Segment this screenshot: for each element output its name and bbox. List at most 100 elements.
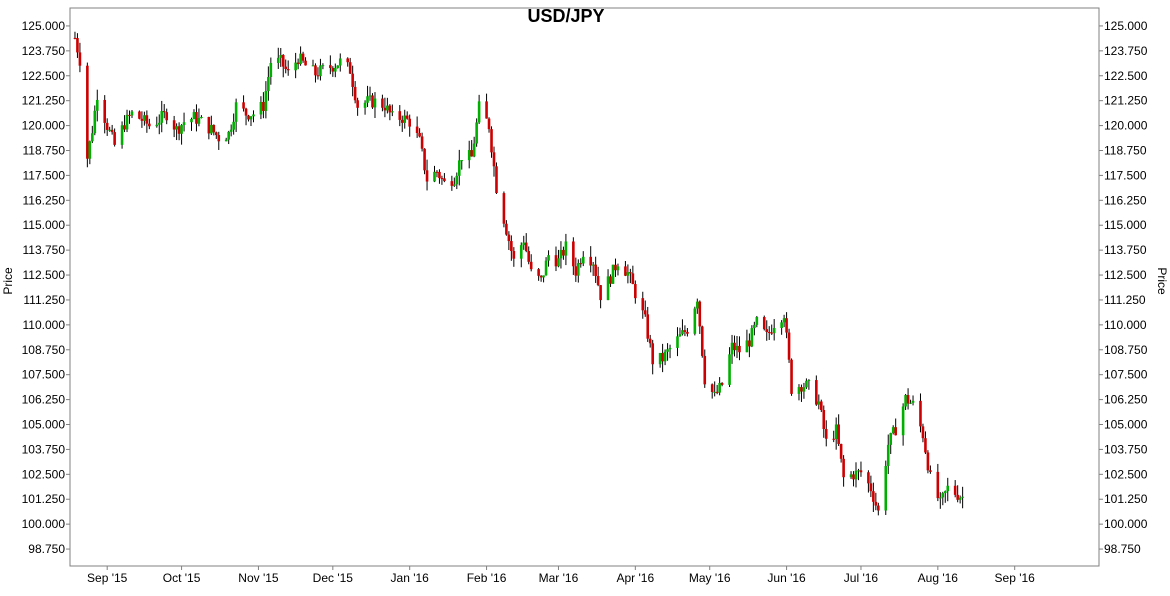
candle-body xyxy=(450,181,454,186)
candle-body xyxy=(212,124,216,133)
candle-body xyxy=(869,483,873,492)
y-tick-label-right: 108.750 xyxy=(1104,343,1148,357)
y-tick-label-right: 105.000 xyxy=(1104,418,1148,432)
candle-body xyxy=(338,58,342,66)
candle-body xyxy=(663,351,667,362)
candle-body xyxy=(770,332,774,334)
candle-body xyxy=(477,101,481,123)
candle-body xyxy=(351,73,354,87)
candle-body xyxy=(522,242,526,246)
candle-body xyxy=(894,427,897,436)
candle-body xyxy=(110,129,114,133)
candle-body xyxy=(857,470,860,472)
candle-body xyxy=(123,125,126,130)
candle-body xyxy=(259,101,263,115)
candle-body xyxy=(748,340,751,347)
candle-body xyxy=(386,105,389,111)
candle-body xyxy=(252,114,255,117)
y-tick-label-left: 122.500 xyxy=(22,69,66,83)
y-tick-label-right: 102.500 xyxy=(1104,467,1148,481)
y-tick-label-right: 113.750 xyxy=(1104,243,1147,257)
candle-body xyxy=(626,272,630,276)
candle-body xyxy=(797,387,801,394)
candle-body xyxy=(299,53,302,65)
y-tick-label-right: 103.750 xyxy=(1104,442,1148,456)
candle-body xyxy=(889,433,893,445)
candle-body xyxy=(609,276,612,284)
candle-body xyxy=(383,107,387,111)
candle-body xyxy=(542,275,545,278)
candle-body xyxy=(956,494,959,500)
candle-body xyxy=(859,470,863,473)
candle-body xyxy=(304,60,307,66)
candle-body xyxy=(884,465,888,511)
y-axis-right: 125.000 123.750 122.500 121.250 120.000 118.7… xyxy=(1099,19,1148,556)
candle-body xyxy=(103,99,107,123)
y-tick-label-right: 106.250 xyxy=(1104,393,1148,407)
candle-body xyxy=(524,242,528,252)
candle-body xyxy=(867,472,870,484)
candle-body xyxy=(301,53,305,61)
candle-body xyxy=(148,123,151,127)
candle-body xyxy=(658,352,662,365)
candle-body xyxy=(512,251,516,259)
y-tick-label-left: 98.750 xyxy=(28,542,65,556)
candle-body xyxy=(591,264,595,266)
y-tick-label-right: 120.000 xyxy=(1104,119,1148,133)
candle-body xyxy=(614,264,617,271)
y-tick-label-right: 123.750 xyxy=(1104,44,1148,58)
candle-body xyxy=(331,67,335,72)
candle-body xyxy=(735,345,739,351)
candle-body xyxy=(946,485,950,492)
candle-body xyxy=(941,493,945,498)
candle-body xyxy=(143,115,146,121)
candle-body xyxy=(936,471,940,499)
y-tick-label-left: 100.000 xyxy=(22,517,66,531)
candles-layer xyxy=(73,31,964,516)
candle-body xyxy=(177,126,181,134)
candle-body xyxy=(190,119,193,123)
candle-body xyxy=(200,116,203,119)
y-tick-label-right: 112.500 xyxy=(1104,268,1147,282)
y-tick-label-left: 103.750 xyxy=(22,442,66,456)
candle-body xyxy=(698,301,702,327)
candle-body xyxy=(891,427,895,434)
candle-body xyxy=(157,122,161,125)
candle-body xyxy=(611,264,615,284)
candle-body xyxy=(519,245,523,259)
candle-body xyxy=(646,314,650,339)
y-tick-label-right: 116.250 xyxy=(1104,193,1147,207)
candle-body xyxy=(728,354,731,385)
candle-body xyxy=(559,249,563,259)
x-axis: Sep '15 Oct '15 Nov '15 Dec '15 Jan '16 Feb '… xyxy=(87,566,1035,585)
y-tick-label-right: 107.500 xyxy=(1104,368,1148,382)
candle-body xyxy=(120,125,124,145)
x-tick-label: Dec '15 xyxy=(313,571,354,585)
y-tick-label-right: 100.000 xyxy=(1104,517,1148,531)
candle-body xyxy=(919,400,922,427)
y-tick-label-left: 108.750 xyxy=(22,343,66,357)
candle-body xyxy=(138,111,141,119)
plot-frame xyxy=(69,7,1100,567)
y-tick-label-right: 121.250 xyxy=(1104,94,1148,108)
candle-body xyxy=(961,496,964,498)
candle-body xyxy=(269,62,273,78)
candle-body xyxy=(423,148,426,171)
candle-body xyxy=(785,318,788,333)
candle-body xyxy=(629,272,632,274)
candle-body xyxy=(388,105,392,113)
y-tick-label-left: 105.000 xyxy=(22,418,66,432)
candle-body xyxy=(824,429,828,439)
candle-body xyxy=(780,322,783,328)
y-tick-label-right: 98.750 xyxy=(1104,542,1141,556)
candle-body xyxy=(329,65,332,68)
candle-body xyxy=(562,249,565,256)
y-tick-label-left: 110.000 xyxy=(23,318,66,332)
x-tick-label: Aug '16 xyxy=(918,571,959,585)
candle-body xyxy=(284,66,288,70)
candle-body xyxy=(762,317,766,330)
y-tick-label-left: 123.750 xyxy=(22,44,66,58)
